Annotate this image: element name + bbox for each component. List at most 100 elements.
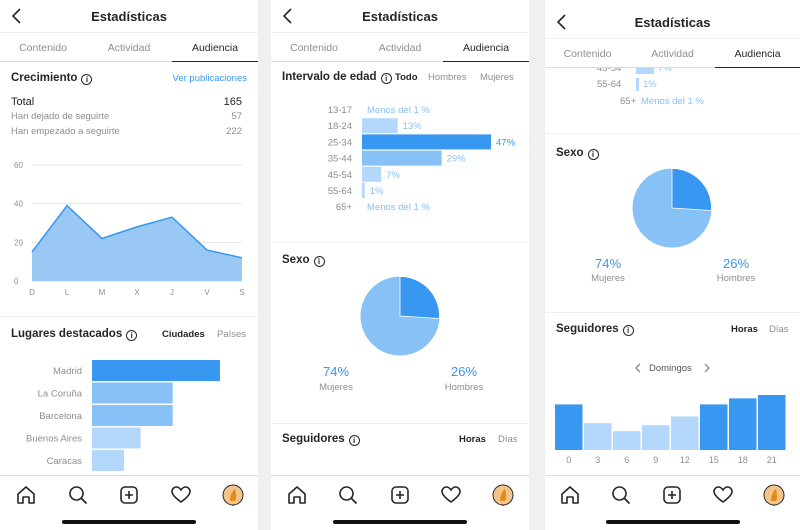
growth-area-chart: 0 20 40 60 D L M X J V S — [14, 161, 245, 297]
tab-audience[interactable]: Audiencia — [172, 33, 258, 62]
age-label: 45-54 — [328, 170, 352, 181]
age-label: 13-17 — [328, 105, 352, 116]
info-icon[interactable]: i — [313, 256, 325, 267]
place-bar — [92, 382, 173, 404]
back-arrow-icon[interactable] — [8, 6, 28, 26]
hour-label: 3 — [595, 455, 600, 465]
age-value: 7% — [658, 68, 672, 74]
activity-heart-icon[interactable] — [170, 484, 192, 506]
tab-hours[interactable]: Horas — [731, 324, 758, 335]
tab-countries[interactable]: Países — [217, 329, 247, 340]
back-arrow-icon[interactable] — [553, 12, 573, 32]
age-label: 65+ — [336, 202, 353, 213]
tab-content[interactable]: Contenido — [563, 48, 612, 60]
x-tick-label: V — [204, 288, 210, 297]
age-bar — [362, 183, 365, 198]
age-bar — [362, 150, 442, 166]
back-arrow-icon[interactable] — [279, 6, 299, 26]
tab-audience[interactable]: Audiencia — [443, 33, 529, 62]
tab-content[interactable]: Contenido — [19, 42, 67, 54]
profile-avatar[interactable] — [222, 484, 244, 506]
hour-bar — [613, 431, 641, 450]
hour-bar — [700, 404, 728, 450]
page-title: Estadísticas — [362, 9, 438, 24]
new-post-icon[interactable] — [118, 484, 140, 506]
place-bar — [92, 450, 124, 471]
followed-value: 222 — [226, 126, 242, 137]
age-bar — [636, 78, 639, 91]
new-post-icon[interactable] — [661, 484, 683, 506]
new-post-icon[interactable] — [389, 484, 411, 506]
age-value-label: Menos del 1 % — [367, 105, 430, 116]
sex-section-title: Sexo i — [282, 254, 325, 267]
tab-activity[interactable]: Actividad — [651, 48, 694, 60]
search-icon[interactable] — [67, 484, 89, 506]
tab-bar: Contenido Actividad Audiencia — [271, 32, 529, 62]
age-bar — [362, 134, 491, 150]
bottom-nav — [545, 475, 800, 530]
tab-days[interactable]: Días — [498, 434, 518, 445]
info-icon[interactable]: i — [348, 435, 360, 446]
hour-label: 18 — [738, 455, 748, 465]
age-bar — [636, 68, 654, 74]
age-tab-men[interactable]: Hombres — [428, 72, 467, 83]
men-percent: 26% — [450, 364, 478, 379]
tab-activity[interactable]: Actividad — [378, 42, 422, 54]
search-icon[interactable] — [337, 484, 359, 506]
search-icon[interactable] — [610, 484, 632, 506]
activity-heart-icon[interactable] — [712, 484, 734, 506]
info-icon[interactable]: i — [81, 74, 93, 85]
home-icon[interactable] — [286, 484, 308, 506]
info-icon[interactable]: i — [126, 330, 138, 341]
place-label: La Coruña — [38, 389, 83, 400]
hour-label: 9 — [653, 455, 658, 465]
hour-label: 0 — [566, 455, 571, 465]
sex-pie-chart — [632, 168, 712, 248]
hour-label: 15 — [709, 455, 719, 465]
profile-avatar[interactable] — [763, 484, 785, 506]
x-tick-label: L — [65, 288, 70, 297]
x-tick-label: J — [170, 288, 174, 297]
place-label: Caracas — [47, 456, 83, 467]
followers-hours-chart: 0 3 6 9 12 15 18 21 — [555, 395, 786, 465]
age-bar-chart: 13-17 Menos del 1 % 18-24 13% 25-34 47% 35-44 2… — [328, 105, 516, 213]
followers-section-title: Seguidores i — [556, 323, 634, 336]
day-selector: Domingos — [649, 363, 692, 374]
hour-label: 12 — [680, 455, 690, 465]
activity-heart-icon[interactable] — [440, 484, 462, 506]
hour-bar — [555, 404, 583, 450]
unfollowed-value: 57 — [231, 111, 242, 122]
growth-total-label: Total — [11, 96, 35, 108]
tab-days[interactable]: Días — [769, 324, 789, 335]
age-tab-women[interactable]: Mujeres — [480, 72, 514, 83]
home-icon[interactable] — [15, 484, 37, 506]
tab-bar: Contenido Actividad Audiencia — [0, 32, 258, 62]
tab-hours[interactable]: Horas — [459, 434, 486, 445]
bottom-nav — [271, 475, 529, 530]
tab-cities[interactable]: Ciudades — [162, 329, 205, 340]
age-tab-all[interactable]: Todo — [395, 72, 418, 83]
header: Estadísticas — [545, 6, 800, 38]
growth-area — [32, 205, 242, 281]
profile-avatar[interactable] — [492, 484, 514, 506]
tab-content[interactable]: Contenido — [290, 42, 338, 54]
women-label: Mujeres — [319, 382, 353, 393]
tab-audience[interactable]: Audiencia — [715, 39, 800, 68]
info-icon[interactable]: i — [622, 325, 634, 336]
hour-bar — [584, 423, 612, 450]
tab-activity[interactable]: Actividad — [107, 42, 151, 54]
chevron-right-icon[interactable] — [702, 362, 712, 374]
bottom-nav — [0, 475, 258, 530]
view-posts-link[interactable]: Ver publicaciones — [172, 73, 247, 84]
growth-total-value: 165 — [223, 96, 242, 108]
place-bar — [92, 405, 173, 426]
info-icon[interactable]: i — [380, 73, 392, 84]
home-icon[interactable] — [559, 484, 581, 506]
age-bar — [362, 166, 382, 182]
y-tick-label: 0 — [14, 277, 19, 286]
chevron-left-icon[interactable] — [633, 362, 643, 374]
age-label: 25-34 — [328, 137, 352, 148]
place-label: Buenos Aires — [26, 434, 82, 445]
home-indicator — [605, 520, 740, 524]
info-icon[interactable]: i — [587, 149, 599, 160]
